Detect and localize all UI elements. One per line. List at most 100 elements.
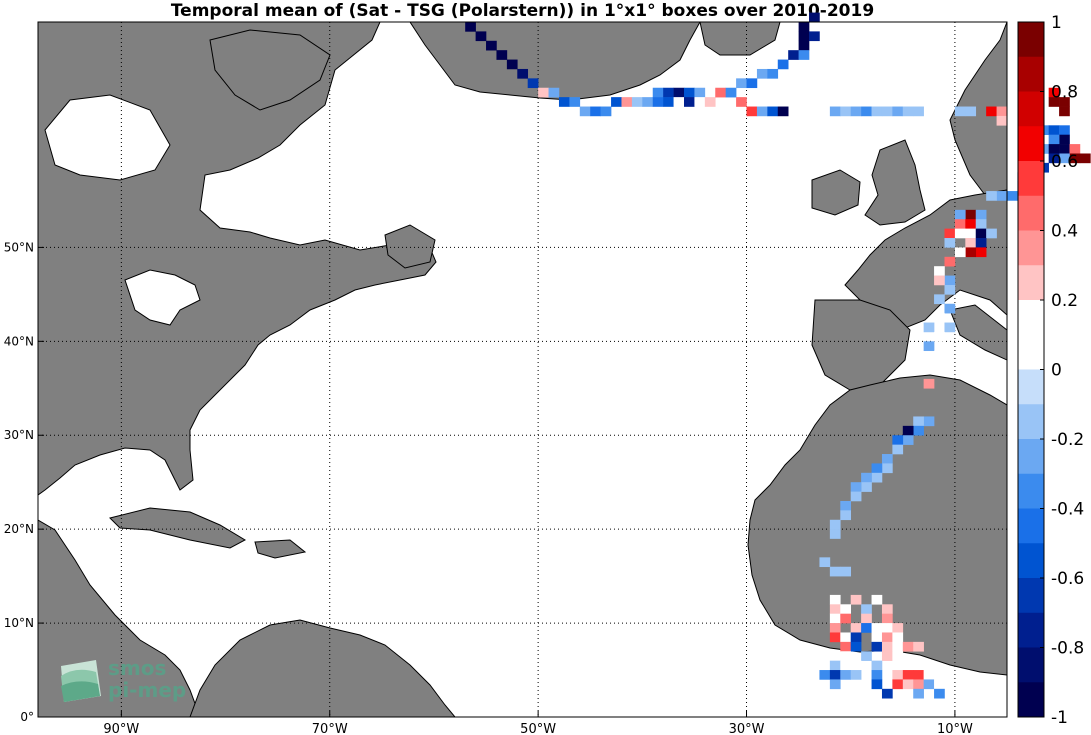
data-cell — [1048, 125, 1060, 136]
data-cell — [944, 322, 956, 333]
data-cell — [829, 519, 841, 530]
data-cell — [673, 97, 685, 107]
data-cell — [475, 31, 487, 42]
data-cell — [746, 106, 758, 117]
data-cell — [496, 50, 508, 60]
data-cell — [829, 566, 841, 577]
data-cell — [944, 238, 956, 248]
data-cell — [923, 360, 935, 370]
data-cell — [1048, 87, 1060, 98]
data-cell — [829, 670, 841, 680]
y-tick-label: 10°N — [4, 616, 34, 630]
data-cell — [694, 87, 706, 98]
data-cell — [1059, 153, 1070, 164]
data-cell — [642, 97, 654, 107]
data-cell — [861, 651, 872, 661]
y-tick-label: 40°N — [4, 334, 34, 348]
logo-text-smos: smos — [108, 656, 167, 680]
data-cell — [913, 670, 924, 680]
data-cell — [829, 594, 841, 605]
data-cell — [850, 641, 862, 652]
data-cell — [986, 191, 997, 201]
data-cell — [934, 313, 945, 323]
data-cell — [1017, 172, 1029, 182]
data-cell — [840, 106, 852, 117]
data-cell — [777, 106, 789, 117]
data-cell — [871, 623, 883, 633]
data-cell — [798, 50, 810, 60]
data-cell — [850, 106, 862, 117]
land-newfoundland — [384, 224, 436, 269]
data-cell — [881, 463, 893, 474]
data-cell — [663, 97, 674, 107]
data-cell — [892, 632, 904, 643]
data-cell — [1048, 134, 1060, 145]
data-cell — [684, 97, 695, 107]
data-cell — [934, 275, 945, 286]
data-cell — [1017, 181, 1029, 192]
data-cell — [850, 594, 862, 605]
data-cell — [934, 679, 945, 690]
data-cell — [1079, 153, 1091, 164]
data-cell — [986, 228, 997, 239]
data-cell — [934, 266, 945, 276]
data-cell — [798, 40, 810, 51]
data-cell — [923, 670, 935, 680]
data-cell — [517, 68, 529, 79]
x-axis-ticks: 90°W 70°W 50°W 30°W 10°W — [103, 711, 973, 735]
data-cell — [871, 594, 883, 605]
data-cell — [850, 660, 862, 671]
y-tick-label: 0° — [20, 710, 34, 724]
data-cell — [996, 115, 1008, 126]
y-axis-ticks: 0° 10°N 20°N 30°N 40°N 50°N — [4, 240, 44, 724]
data-cell — [704, 97, 716, 107]
data-cell — [840, 510, 852, 521]
data-cell — [975, 228, 987, 239]
grid-layer — [38, 22, 1007, 717]
data-cell — [1048, 97, 1060, 107]
data-cell — [902, 679, 914, 690]
data-cell — [527, 78, 539, 89]
data-cell — [756, 68, 768, 79]
data-cell — [569, 97, 581, 107]
land-south-america — [189, 619, 456, 717]
data-cell — [829, 613, 841, 624]
data-cell — [1059, 125, 1070, 136]
data-cell — [1059, 134, 1070, 145]
data-cell — [892, 679, 904, 690]
data-cell — [871, 670, 883, 680]
data-cell — [1027, 172, 1039, 182]
logo-icon — [61, 660, 101, 702]
data-cell — [923, 416, 935, 427]
land-baffin — [209, 29, 331, 111]
data-cell — [840, 651, 852, 661]
data-cell — [611, 97, 622, 107]
data-cell — [881, 641, 893, 652]
data-cell — [486, 40, 497, 51]
data-cell — [881, 688, 893, 699]
data-cell — [965, 238, 977, 248]
data-cell — [923, 322, 935, 333]
data-cell — [829, 632, 841, 643]
data-cell — [892, 641, 904, 652]
data-cell — [506, 59, 518, 70]
data-cell — [788, 50, 799, 60]
logo-text-pimep: pi-mep — [108, 678, 187, 702]
data-cell — [736, 97, 747, 107]
x-tick-label: 70°W — [312, 722, 348, 735]
data-cell — [652, 97, 664, 107]
data-cell — [996, 191, 1008, 201]
data-cell — [538, 87, 549, 98]
data-cell — [871, 472, 883, 483]
data-cell — [819, 557, 831, 568]
data-cell — [767, 68, 779, 79]
data-cell — [965, 228, 977, 239]
data-cell — [861, 623, 872, 633]
data-cell — [881, 604, 893, 614]
great-lakes — [124, 269, 201, 326]
data-cell — [1048, 153, 1060, 164]
land-africa — [747, 374, 1007, 676]
data-cell — [746, 78, 758, 89]
chart-title: Temporal mean of (Sat - TSG (Polarstern)… — [170, 1, 875, 21]
